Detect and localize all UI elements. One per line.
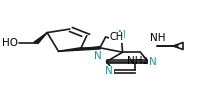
Text: N: N: [149, 57, 156, 67]
Text: 2: 2: [142, 57, 147, 66]
Polygon shape: [59, 47, 100, 51]
Text: CH: CH: [109, 32, 123, 42]
Text: N: N: [94, 51, 102, 61]
Polygon shape: [34, 33, 47, 43]
Text: HO: HO: [2, 38, 18, 48]
Text: NH: NH: [150, 33, 165, 43]
Text: NH: NH: [127, 56, 143, 66]
Text: N: N: [105, 66, 113, 76]
Text: N: N: [118, 30, 125, 40]
